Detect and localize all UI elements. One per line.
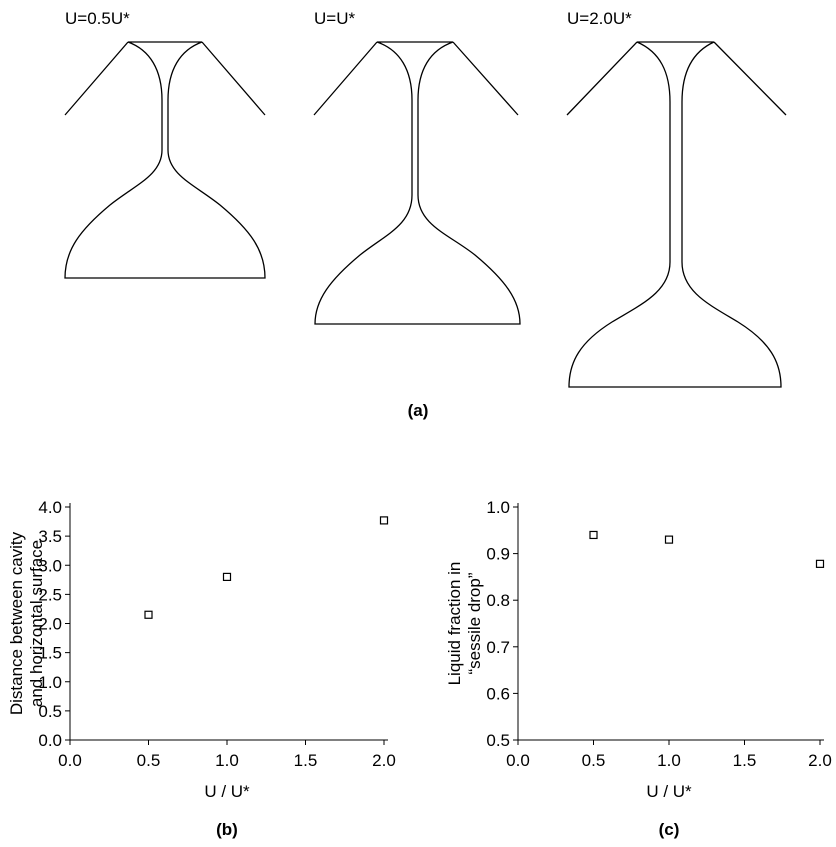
- y-tick-label: 2.5: [38, 585, 62, 604]
- y-axis-label: Distance between cavity: [7, 531, 26, 715]
- y-tick-label: 0.6: [486, 684, 510, 703]
- x-axis-label: U / U*: [204, 782, 250, 801]
- diagram: U=0.5U* U=U* U=2.0U* (a): [64, 9, 787, 420]
- drop: [64, 41, 266, 279]
- y-tick-label: 1.0: [38, 673, 62, 692]
- y-tick-label: 0.8: [486, 591, 510, 610]
- point: [222, 572, 232, 582]
- y-tick-label: 3.0: [38, 556, 62, 575]
- x-tick-label: 1.5: [733, 751, 757, 770]
- caption: (c): [659, 820, 680, 839]
- y-tick-label: 4.0: [38, 498, 62, 517]
- y-tick-label: 0.7: [486, 638, 510, 657]
- x-axis-label: U / U*: [646, 782, 692, 801]
- panel-label: U=U*: [314, 9, 355, 28]
- drop: [568, 41, 782, 388]
- y-tick-label: 0.5: [486, 731, 510, 750]
- point: [815, 559, 825, 568]
- y-axis-label: Liquid fraction in: [445, 562, 464, 686]
- x-tick-label: 1.5: [294, 751, 318, 770]
- y-axis-label: “sessile drop”: [465, 572, 484, 674]
- y-tick-label: 3.5: [38, 527, 62, 546]
- x-tick-label: 0.0: [506, 751, 530, 770]
- y-tick-label: 1.0: [486, 498, 510, 517]
- caption: (a): [408, 401, 429, 420]
- y-axis-label: and horizontal surface: [27, 540, 46, 707]
- y-tick-label: 0.9: [486, 545, 510, 564]
- y-tick-label: 0.0: [38, 731, 62, 750]
- panel-label: U=0.5U*: [65, 9, 130, 28]
- y-tick-label: 0.5: [38, 702, 62, 721]
- point: [144, 610, 153, 619]
- panel-label: U=2.0U*: [567, 9, 632, 28]
- point: [589, 530, 598, 540]
- x-tick-label: 0.0: [58, 751, 82, 770]
- y-tick-label: 1.5: [38, 644, 62, 663]
- cone: [64, 41, 266, 116]
- x-tick-label: 1.0: [657, 751, 681, 770]
- y-tick-label: 2.0: [38, 615, 62, 634]
- x-tick-label: 2.0: [808, 751, 832, 770]
- point: [664, 535, 674, 544]
- caption: (b): [216, 820, 238, 839]
- x-tick-label: 1.0: [215, 751, 239, 770]
- cone: [566, 41, 787, 116]
- cone: [313, 41, 519, 116]
- drop: [314, 41, 521, 325]
- x-tick-label: 0.5: [582, 751, 606, 770]
- x-tick-label: 0.5: [137, 751, 161, 770]
- point: [379, 516, 389, 525]
- x-tick-label: 2.0: [372, 751, 396, 770]
